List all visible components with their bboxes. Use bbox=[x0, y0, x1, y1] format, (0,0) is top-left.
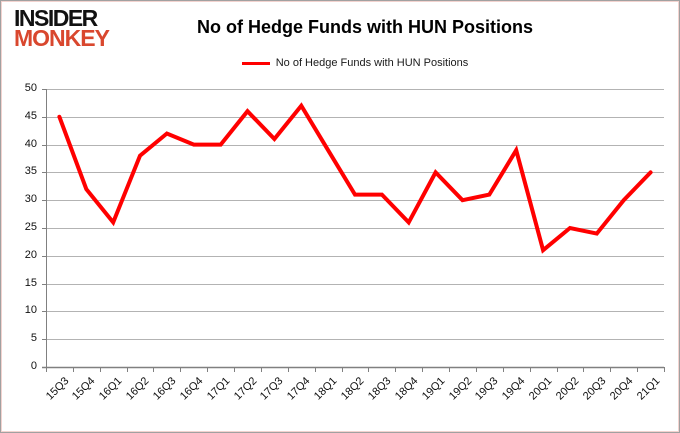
y-axis-label-40: 40 bbox=[24, 137, 37, 150]
y-axis-label-10: 10 bbox=[24, 304, 37, 317]
logo-line-monkey: MONKEY bbox=[14, 24, 110, 51]
y-axis-label-15: 15 bbox=[24, 276, 37, 289]
y-axis-label-30: 30 bbox=[24, 193, 37, 206]
legend-label: No of Hedge Funds with HUN Positions bbox=[275, 57, 469, 69]
y-axis-label-25: 25 bbox=[24, 221, 37, 233]
y-axis-label-35: 35 bbox=[24, 165, 37, 178]
y-axis-label-20: 20 bbox=[24, 248, 37, 261]
y-axis-label-0: 0 bbox=[30, 360, 37, 372]
legend-line-swatch bbox=[241, 61, 270, 65]
series-hedge-funds-line bbox=[57, 102, 653, 254]
insider-monkey-logo: INSIDER MONKEY bbox=[14, 5, 110, 51]
logo-line-insider: INSIDER bbox=[14, 5, 98, 31]
y-axis-label-50: 50 bbox=[24, 82, 37, 94]
chart-title: No of Hedge Funds with HUN Positions bbox=[197, 17, 533, 37]
y-axis-label-5: 5 bbox=[30, 332, 37, 345]
y-axis-label-45: 45 bbox=[24, 109, 37, 122]
legend: No of Hedge Funds with HUN Positions bbox=[46, 57, 664, 69]
